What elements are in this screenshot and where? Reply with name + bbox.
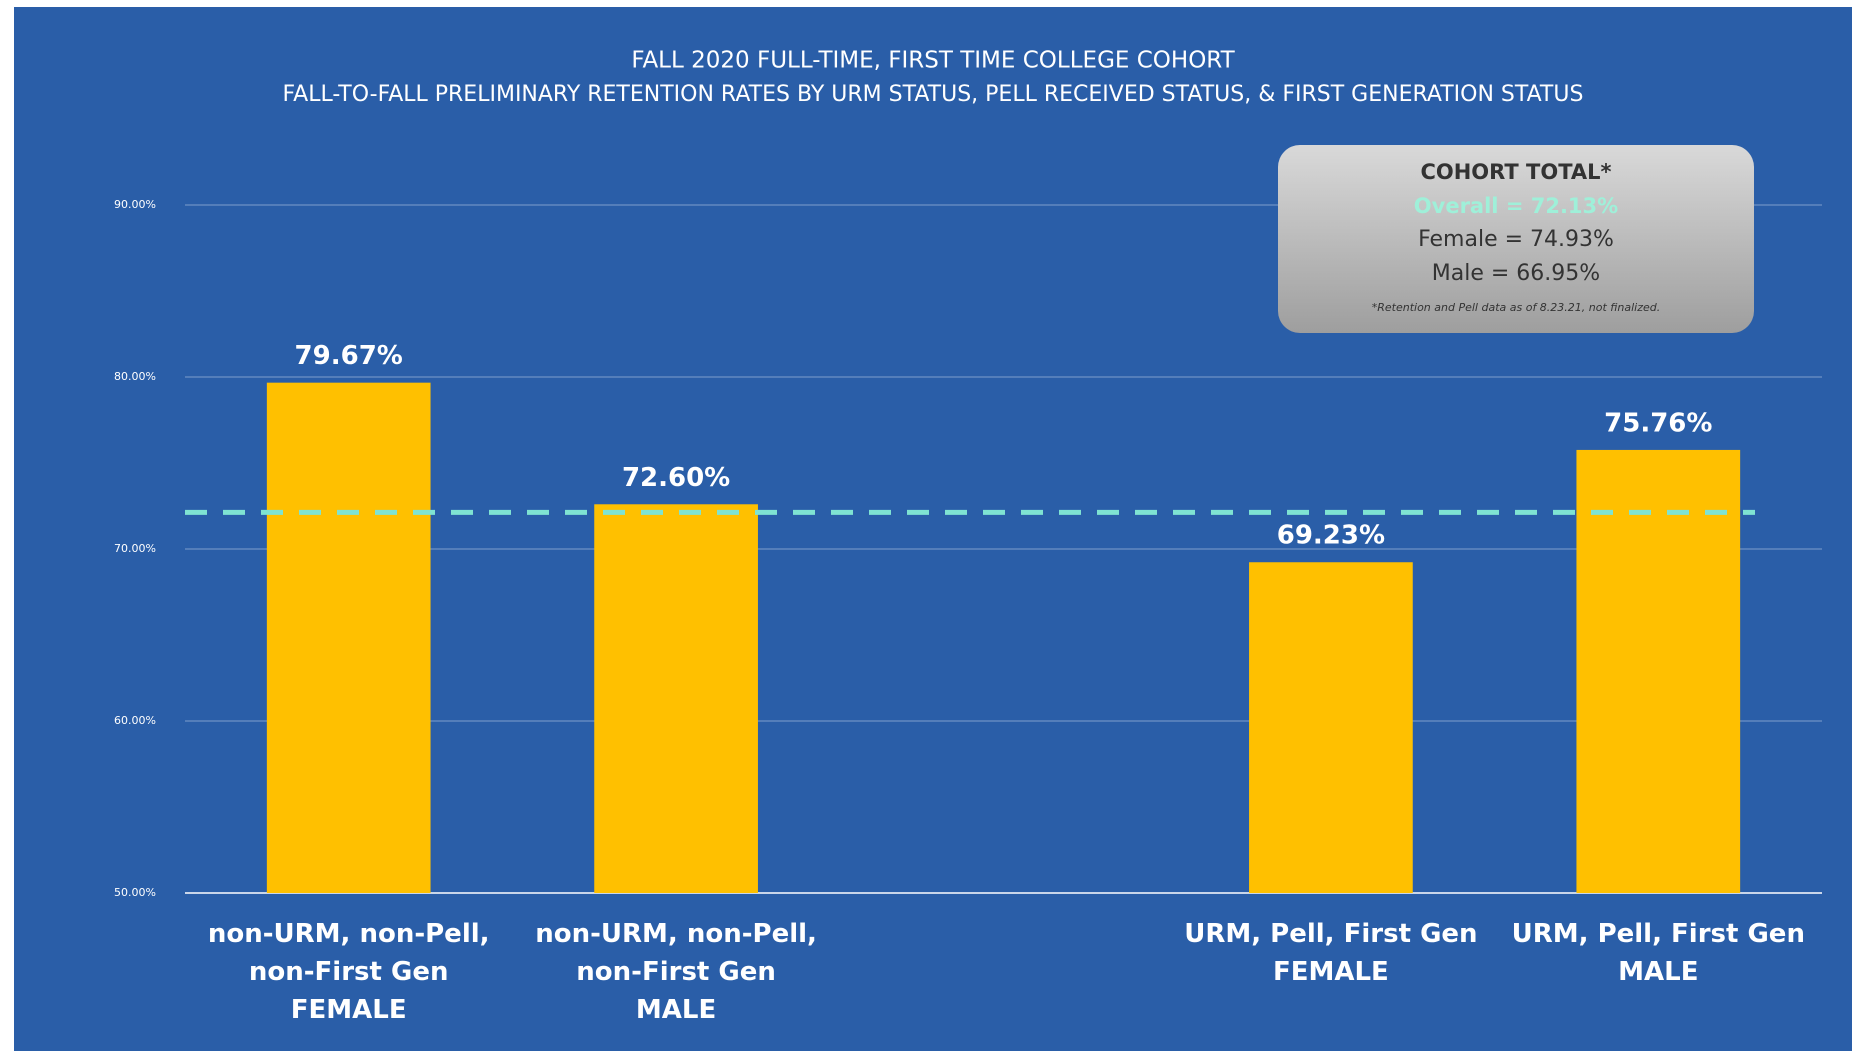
chart-subtitle: FALL-TO-FALL PRELIMINARY RETENTION RATES… <box>283 82 1584 107</box>
y-tick-label: 90.00% <box>114 198 156 211</box>
data-label: 75.76% <box>1604 408 1712 438</box>
box-highlight: Overall = 72.13% <box>1413 194 1619 218</box>
x-tick-label: non-URM, non-Pell, non-First Gen MALE <box>535 919 817 1025</box>
bar <box>266 382 431 893</box>
y-tick-label: 50.00% <box>114 886 156 899</box>
x-tick-label: URM, Pell, First Gen MALE <box>1511 919 1805 987</box>
bar <box>1249 562 1413 893</box>
chart-title: FALL 2020 FULL-TIME, FIRST TIME COLLEGE … <box>631 48 1235 74</box>
box-note: *Retention and Pell data as of 8.23.21, … <box>1371 301 1661 314</box>
y-tick-label: 80.00% <box>114 370 156 383</box>
data-label: 79.67% <box>295 341 403 371</box>
annotation-box: COHORT TOTAL* Overall = 72.13% Female = … <box>1278 145 1754 333</box>
y-tick-label: 70.00% <box>114 542 156 555</box>
bar <box>1576 449 1741 893</box>
x-tick-label: URM, Pell, First Gen FEMALE <box>1184 919 1478 987</box>
box-title: COHORT TOTAL* <box>1420 160 1612 184</box>
x-tick-label: non-URM, non-Pell, non-First Gen FEMALE <box>207 919 490 1025</box>
data-label: 72.60% <box>622 463 730 493</box>
box-line: Male = 66.95% <box>1431 261 1601 286</box>
data-label: 69.23% <box>1277 521 1385 551</box>
bar <box>594 504 758 893</box>
box-line: Female = 74.93% <box>1418 227 1614 252</box>
y-tick-label: 60.00% <box>114 714 156 727</box>
